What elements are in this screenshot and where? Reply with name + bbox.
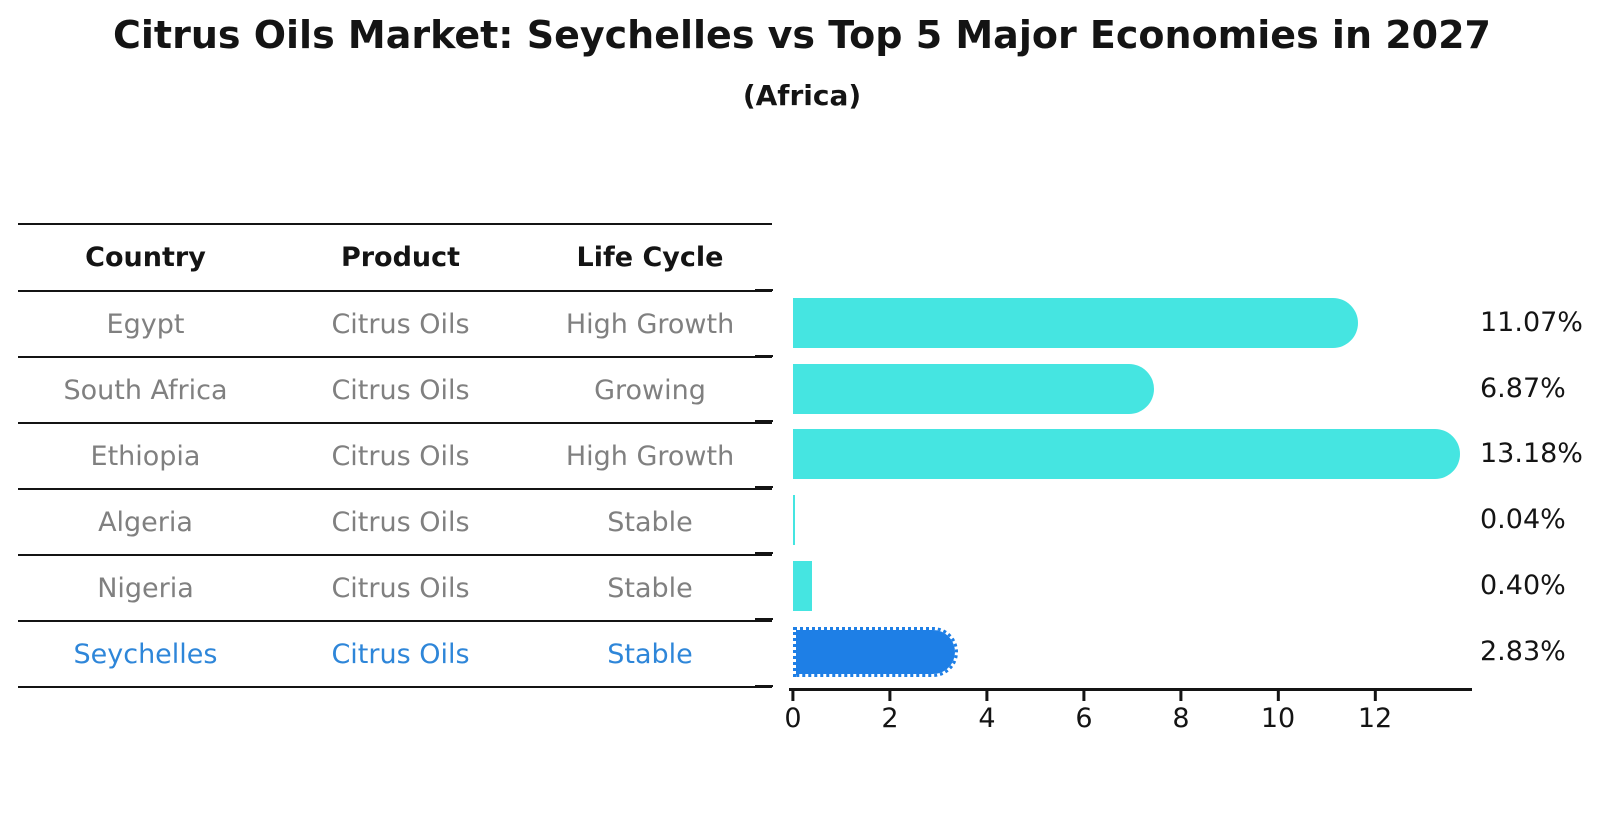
y-axis-tick [755, 289, 773, 291]
y-axis-tick [755, 552, 773, 554]
cell-country: Egypt [106, 308, 185, 340]
tick-mark [1082, 691, 1086, 701]
x-axis-tick: 4 [978, 691, 996, 734]
tick-label: 2 [881, 703, 899, 734]
tick-mark [985, 691, 989, 701]
x-axis-line [789, 688, 1472, 691]
bar-value-label: 2.83% [1480, 636, 1566, 667]
y-axis-tick [755, 685, 773, 687]
x-axis-tick: 10 [1261, 691, 1295, 734]
bar-ethiopia [793, 429, 1461, 479]
bar-egypt [793, 298, 1358, 348]
cell-life-cycle: High Growth [565, 308, 735, 340]
bar-algeria [793, 495, 795, 545]
cell-product: Citrus Oils [331, 440, 470, 472]
bar-value-label: 0.40% [1480, 570, 1566, 601]
tick-label: 8 [1172, 703, 1190, 734]
cell-life-cycle: Growing [594, 374, 706, 406]
column-header-product: Product [340, 242, 461, 273]
cell-country: Seychelles [73, 638, 218, 670]
country-table: Country Product Life Cycle Egypt Citrus … [18, 223, 772, 688]
table-row-egypt: Egypt Citrus Oils High Growth [18, 292, 772, 358]
table-row-seychelles: Seychelles Citrus Oils Stable [18, 622, 772, 688]
table-row-south-africa: South Africa Citrus Oils Growing [18, 358, 772, 424]
chart-title: Citrus Oils Market: Seychelles vs Top 5 … [113, 13, 1491, 57]
tick-mark [888, 691, 892, 701]
tick-mark [1179, 691, 1183, 701]
bar-south-africa [793, 364, 1155, 414]
cell-country: Ethiopia [90, 440, 201, 472]
cell-country: Algeria [98, 506, 193, 538]
x-axis-tick: 6 [1075, 691, 1093, 734]
tick-label: 10 [1260, 703, 1296, 734]
cell-product: Citrus Oils [331, 506, 470, 538]
table-row-ethiopia: Ethiopia Citrus Oils High Growth [18, 424, 772, 490]
bar-value-label: 6.87% [1480, 373, 1566, 404]
cell-life-cycle: Stable [607, 506, 693, 538]
y-axis-tick [755, 355, 773, 357]
cell-product: Citrus Oils [331, 308, 470, 340]
chart-subtitle: (Africa) [742, 79, 862, 112]
bar-value-label: 13.18% [1480, 438, 1583, 469]
y-axis-tick [755, 486, 773, 488]
y-axis-tick [755, 420, 773, 422]
tick-mark [1373, 691, 1377, 701]
bar-value-label: 0.04% [1480, 504, 1566, 535]
tick-label: 12 [1357, 703, 1393, 734]
bar-value-label: 11.07% [1480, 307, 1583, 338]
table-row-algeria: Algeria Citrus Oils Stable [18, 490, 772, 556]
cell-life-cycle: Stable [607, 638, 693, 670]
tick-mark [791, 691, 795, 701]
y-axis-tick [755, 618, 773, 620]
cell-country: Nigeria [97, 572, 194, 604]
cell-country: South Africa [63, 374, 228, 406]
tick-label: 0 [784, 703, 802, 734]
tick-label: 4 [978, 703, 996, 734]
bar-nigeria [793, 561, 813, 611]
cell-life-cycle: High Growth [565, 440, 735, 472]
cell-life-cycle: Stable [607, 572, 693, 604]
column-header-country: Country [85, 242, 206, 273]
cell-product: Citrus Oils [331, 638, 470, 670]
x-axis-tick: 8 [1172, 691, 1190, 734]
table-row-nigeria: Nigeria Citrus Oils Stable [18, 556, 772, 622]
bar-seychelles [793, 627, 959, 677]
tick-label: 6 [1075, 703, 1093, 734]
cell-product: Citrus Oils [331, 374, 470, 406]
x-axis-tick: 12 [1358, 691, 1392, 734]
x-axis-tick: 2 [881, 691, 899, 734]
column-header-life-cycle: Life Cycle [576, 242, 724, 273]
cell-product: Citrus Oils [331, 572, 470, 604]
tick-mark [1276, 691, 1280, 701]
table-header-row: Country Product Life Cycle [18, 225, 772, 292]
x-axis-tick: 0 [784, 691, 802, 734]
